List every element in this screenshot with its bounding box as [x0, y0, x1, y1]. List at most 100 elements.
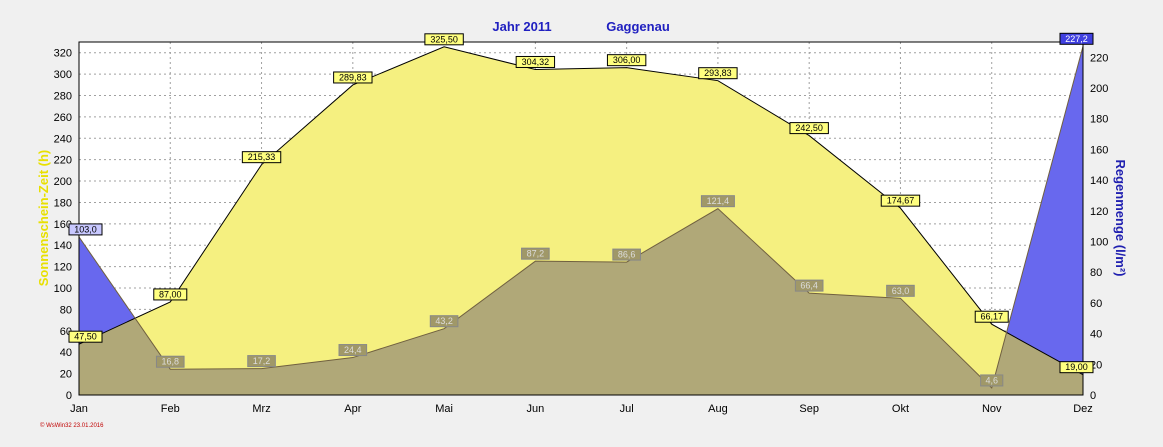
sunshine-data-label: 242,50	[789, 122, 829, 135]
ticks: 0 20 40 60 80 100 120 140 160 180 200 220 240 260 280 3…	[54, 48, 1109, 415]
x-tick-label: Sep	[799, 403, 819, 415]
sunshine-data-label-text: 325,50	[430, 34, 458, 44]
rain-data-label: 16,8	[155, 355, 185, 368]
areas	[78, 46, 1084, 396]
y-tick-right: 120	[1090, 206, 1108, 218]
sunshine-data-label: 66,17	[974, 310, 1009, 323]
rain-data-label-text: 24,4	[344, 345, 362, 355]
rain-data-label: 63,0	[886, 284, 915, 297]
rain-data-label-box	[521, 247, 550, 260]
rain-data-label-text: 66,4	[800, 281, 818, 291]
rain-data-label-box	[68, 223, 103, 236]
x-tick-label: Mrz	[252, 403, 270, 415]
rain-sun-overlap-area	[79, 46, 1083, 395]
x-tick-label: Aug	[708, 403, 728, 415]
y-tick-left: 160	[54, 219, 72, 231]
y-tick-right: 100	[1090, 237, 1108, 249]
rain-data-label: 87,2	[521, 247, 550, 260]
rain-data-label-text: 63,0	[892, 286, 910, 296]
rain-data-label-box	[794, 279, 824, 292]
rain-data-label-box	[1059, 32, 1094, 45]
rain-data-label: 43,2	[429, 315, 459, 328]
rain-data-label-text: 121,4	[707, 196, 730, 206]
sunshine-data-label: 19,00	[1059, 361, 1094, 374]
y-tick-right: 0	[1090, 390, 1096, 402]
rain-data-label-text: 103,0	[74, 224, 97, 234]
x-tick-label: Okt	[892, 403, 909, 415]
x-tick-label: Nov	[982, 403, 1002, 415]
sunshine-data-label-text: 66,17	[980, 312, 1003, 322]
rain-data-label-text: 43,2	[435, 316, 453, 326]
rain-data-label-text: 227,2	[1065, 34, 1088, 44]
x-tick-label: Jan	[70, 403, 88, 415]
sunshine-data-label-box	[333, 71, 373, 84]
y-tick-left: 140	[54, 240, 72, 252]
x-tick-label: Feb	[161, 403, 180, 415]
y-tick-right: 200	[1090, 83, 1108, 95]
data-labels: 47,50 87,00 215,33 289,83 325,50 304,32 306,00…	[68, 32, 1094, 387]
y-tick-left: 0	[66, 390, 72, 402]
rain-data-label-box	[700, 195, 735, 208]
sunshine-data-label: 87,00	[153, 288, 188, 301]
y-tick-right: 60	[1090, 298, 1102, 310]
sunshine-data-label: 215,33	[241, 151, 282, 164]
sunshine-data-label: 289,83	[333, 71, 373, 84]
sunshine-line	[78, 46, 1084, 376]
sunshine-data-label-text: 293,83	[704, 68, 732, 78]
y-tick-right: 40	[1090, 329, 1102, 341]
y-tick-left: 80	[60, 304, 72, 316]
rain-data-label-text: 87,2	[527, 249, 545, 259]
rain-data-label-box	[980, 374, 1004, 387]
rain-line	[78, 46, 1084, 389]
rain-data-label-text: 4,6	[985, 375, 998, 385]
y-tick-left: 20	[60, 369, 72, 381]
sunshine-data-label-box	[153, 288, 188, 301]
y-axis-title-right: Regenmenge (l/m²)	[1113, 159, 1128, 276]
sunshine-data-label-text: 242,50	[795, 123, 823, 133]
sunshine-data-label-text: 19,00	[1065, 362, 1088, 372]
sunshine-data-label-text: 306,00	[613, 55, 641, 65]
rain-data-label: 86,6	[612, 248, 641, 261]
rain-data-label: 121,4	[700, 195, 735, 208]
x-tick-label: Apr	[344, 403, 361, 415]
rain-data-label: 4,6	[980, 374, 1004, 387]
rain-data-label-box	[247, 355, 276, 368]
rain-data-label: 24,4	[338, 344, 368, 357]
y-tick-right: 140	[1090, 175, 1108, 187]
y-tick-left: 180	[54, 197, 72, 209]
sunshine-data-label-text: 215,33	[248, 152, 276, 162]
y-tick-left: 260	[54, 112, 72, 124]
x-tick-label: Mai	[435, 403, 453, 415]
rain-data-label-text: 17,2	[253, 356, 271, 366]
rain-data-label: 227,2	[1059, 32, 1094, 45]
sunshine-data-label-box	[1059, 361, 1094, 374]
x-tick-label: Dez	[1073, 403, 1093, 415]
sunshine-data-label: 304,32	[515, 55, 556, 68]
rain-data-label-text: 16,8	[162, 357, 180, 367]
sunshine-data-label-box	[698, 67, 738, 80]
y-tick-left: 320	[54, 48, 72, 60]
sunshine-data-label: 174,67	[880, 194, 921, 207]
y-tick-left: 40	[60, 347, 72, 359]
rain-data-label-box	[338, 344, 368, 357]
x-tick-label: Jul	[620, 403, 634, 415]
sunshine-data-label: 325,50	[424, 33, 464, 46]
sunshine-data-label: 293,83	[698, 67, 738, 80]
rain-data-label: 66,4	[794, 279, 824, 292]
sunshine-data-label-box	[789, 122, 829, 135]
sunshine-data-label-box	[424, 33, 464, 46]
sunshine-data-label-text: 174,67	[887, 196, 915, 206]
sunshine-data-label-box	[515, 55, 556, 68]
sunshine-data-label: 306,00	[606, 54, 647, 67]
sunshine-data-label-box	[880, 194, 921, 207]
sunshine-data-label-box	[68, 330, 103, 343]
sunshine-data-label-text: 47,50	[74, 332, 97, 342]
rain-data-label: 103,0	[68, 223, 103, 236]
sunshine-data-label-text: 87,00	[159, 289, 182, 299]
y-tick-left: 200	[54, 176, 72, 188]
y-tick-left: 300	[54, 69, 72, 81]
rain-data-label-box	[155, 355, 185, 368]
y-tick-right: 180	[1090, 114, 1108, 126]
y-tick-left: 240	[54, 133, 72, 145]
